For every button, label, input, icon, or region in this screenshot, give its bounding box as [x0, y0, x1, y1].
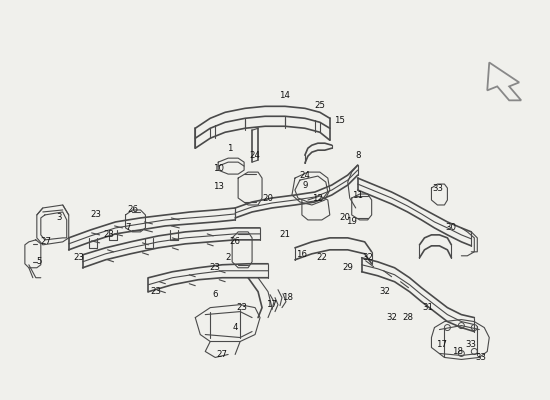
Text: 26: 26 — [127, 206, 138, 214]
Text: 31: 31 — [422, 303, 433, 312]
Text: 33: 33 — [466, 340, 477, 349]
Text: 18: 18 — [452, 347, 463, 356]
Text: 20: 20 — [262, 194, 273, 202]
Text: 23: 23 — [210, 263, 221, 272]
Text: 25: 25 — [315, 101, 326, 110]
Text: 27: 27 — [40, 237, 51, 246]
Text: 32: 32 — [362, 253, 373, 262]
Text: 33: 33 — [432, 184, 443, 192]
Text: 19: 19 — [346, 218, 357, 226]
Text: 9: 9 — [302, 180, 307, 190]
Polygon shape — [487, 62, 521, 100]
Text: 23: 23 — [90, 210, 101, 220]
Text: 32: 32 — [379, 287, 390, 296]
Text: 27: 27 — [217, 350, 228, 359]
Text: 14: 14 — [279, 91, 290, 100]
Text: 23: 23 — [236, 303, 248, 312]
Text: 33: 33 — [476, 353, 487, 362]
Text: 1: 1 — [227, 144, 233, 153]
Text: 21: 21 — [279, 230, 290, 239]
Text: 22: 22 — [316, 253, 327, 262]
Text: 3: 3 — [56, 214, 62, 222]
Text: 4: 4 — [233, 323, 238, 332]
Text: 16: 16 — [296, 250, 307, 259]
Text: 28: 28 — [402, 313, 413, 322]
Text: 24: 24 — [250, 151, 261, 160]
Text: 17: 17 — [436, 340, 447, 349]
Text: 5: 5 — [36, 257, 42, 266]
Polygon shape — [37, 205, 69, 245]
Text: 18: 18 — [283, 293, 294, 302]
Text: 20: 20 — [339, 214, 350, 222]
Text: 13: 13 — [213, 182, 224, 190]
Text: 11: 11 — [352, 190, 363, 200]
Text: 23: 23 — [103, 230, 114, 239]
Text: 32: 32 — [386, 313, 397, 322]
Text: 26: 26 — [230, 237, 241, 246]
Text: 23: 23 — [150, 287, 161, 296]
Text: 30: 30 — [446, 224, 457, 232]
Text: 12: 12 — [312, 194, 323, 202]
Text: 24: 24 — [299, 170, 310, 180]
Text: 29: 29 — [342, 263, 353, 272]
Text: 8: 8 — [355, 151, 360, 160]
Text: 17: 17 — [267, 300, 278, 309]
Text: 10: 10 — [213, 164, 224, 173]
Text: 2: 2 — [226, 253, 231, 262]
Text: 15: 15 — [334, 116, 345, 125]
Text: 6: 6 — [212, 290, 218, 299]
Text: 7: 7 — [126, 224, 131, 232]
Text: 23: 23 — [73, 253, 84, 262]
